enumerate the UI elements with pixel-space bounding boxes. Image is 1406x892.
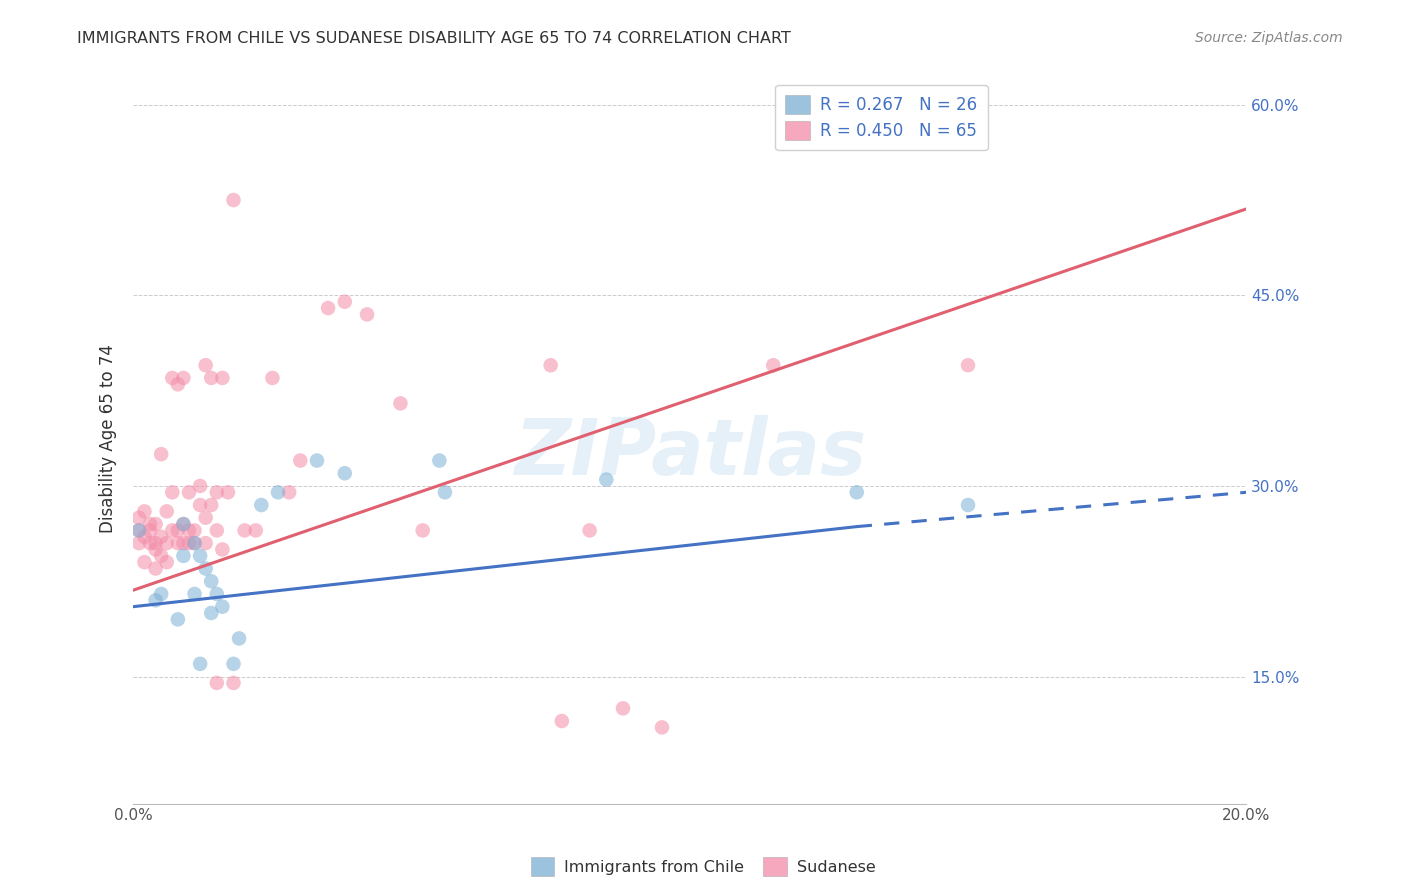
Point bbox=[762, 358, 785, 372]
Point bbox=[211, 542, 233, 557]
Point bbox=[145, 542, 167, 557]
Point bbox=[156, 536, 179, 550]
Point bbox=[956, 498, 979, 512]
Point bbox=[183, 524, 205, 538]
Point bbox=[150, 530, 173, 544]
Point bbox=[316, 301, 339, 315]
Point bbox=[139, 517, 162, 532]
Text: ZIPatlas: ZIPatlas bbox=[513, 415, 866, 491]
Text: IMMIGRANTS FROM CHILE VS SUDANESE DISABILITY AGE 65 TO 74 CORRELATION CHART: IMMIGRANTS FROM CHILE VS SUDANESE DISABI… bbox=[77, 31, 792, 46]
Point bbox=[845, 485, 868, 500]
Point bbox=[162, 485, 184, 500]
Point bbox=[194, 561, 217, 575]
Point bbox=[145, 517, 167, 532]
Point bbox=[128, 524, 150, 538]
Point bbox=[233, 524, 256, 538]
Point bbox=[222, 657, 245, 671]
Point bbox=[183, 536, 205, 550]
Point bbox=[211, 371, 233, 385]
Point bbox=[172, 536, 194, 550]
Point bbox=[128, 510, 150, 524]
Point bbox=[205, 524, 228, 538]
Point bbox=[134, 555, 156, 569]
Point bbox=[183, 536, 205, 550]
Point bbox=[150, 587, 173, 601]
Point bbox=[290, 453, 312, 467]
Point bbox=[551, 714, 574, 728]
Point bbox=[156, 555, 179, 569]
Point bbox=[172, 517, 194, 532]
Point bbox=[194, 358, 217, 372]
Point bbox=[128, 536, 150, 550]
Point bbox=[183, 587, 205, 601]
Point bbox=[172, 517, 194, 532]
Point bbox=[211, 599, 233, 614]
Legend: R = 0.267   N = 26, R = 0.450   N = 65: R = 0.267 N = 26, R = 0.450 N = 65 bbox=[775, 85, 987, 150]
Point bbox=[162, 524, 184, 538]
Point bbox=[134, 530, 156, 544]
Point bbox=[177, 536, 200, 550]
Point bbox=[150, 549, 173, 563]
Point bbox=[166, 536, 188, 550]
Point bbox=[166, 612, 188, 626]
Point bbox=[595, 473, 617, 487]
Y-axis label: Disability Age 65 to 74: Disability Age 65 to 74 bbox=[100, 343, 117, 533]
Point bbox=[262, 371, 284, 385]
Point bbox=[245, 524, 267, 538]
Point bbox=[200, 498, 222, 512]
Point bbox=[128, 524, 150, 538]
Point bbox=[305, 453, 328, 467]
Point bbox=[200, 574, 222, 589]
Point bbox=[145, 561, 167, 575]
Point bbox=[166, 524, 188, 538]
Point bbox=[205, 676, 228, 690]
Point bbox=[228, 632, 250, 646]
Point bbox=[166, 377, 188, 392]
Point bbox=[205, 485, 228, 500]
Point bbox=[150, 447, 173, 461]
Text: Source: ZipAtlas.com: Source: ZipAtlas.com bbox=[1195, 31, 1343, 45]
Point bbox=[612, 701, 634, 715]
Point bbox=[250, 498, 273, 512]
Point bbox=[177, 485, 200, 500]
Point bbox=[188, 657, 211, 671]
Point bbox=[200, 606, 222, 620]
Point bbox=[156, 504, 179, 518]
Point bbox=[139, 524, 162, 538]
Point bbox=[217, 485, 239, 500]
Point bbox=[412, 524, 434, 538]
Point bbox=[429, 453, 451, 467]
Point bbox=[267, 485, 290, 500]
Point bbox=[578, 524, 600, 538]
Legend: Immigrants from Chile, Sudanese: Immigrants from Chile, Sudanese bbox=[524, 851, 882, 882]
Point bbox=[145, 536, 167, 550]
Point bbox=[139, 536, 162, 550]
Point bbox=[188, 498, 211, 512]
Point bbox=[172, 549, 194, 563]
Point bbox=[177, 524, 200, 538]
Point bbox=[540, 358, 562, 372]
Point bbox=[194, 536, 217, 550]
Point bbox=[205, 587, 228, 601]
Point bbox=[188, 479, 211, 493]
Point bbox=[162, 371, 184, 385]
Point bbox=[194, 510, 217, 524]
Point bbox=[651, 720, 673, 734]
Point bbox=[200, 371, 222, 385]
Point bbox=[222, 676, 245, 690]
Point bbox=[172, 371, 194, 385]
Point bbox=[333, 294, 356, 309]
Point bbox=[433, 485, 456, 500]
Point bbox=[389, 396, 412, 410]
Point bbox=[222, 193, 245, 207]
Point bbox=[956, 358, 979, 372]
Point bbox=[188, 549, 211, 563]
Point bbox=[356, 307, 378, 321]
Point bbox=[278, 485, 301, 500]
Point bbox=[134, 504, 156, 518]
Point bbox=[333, 467, 356, 481]
Point bbox=[145, 593, 167, 607]
